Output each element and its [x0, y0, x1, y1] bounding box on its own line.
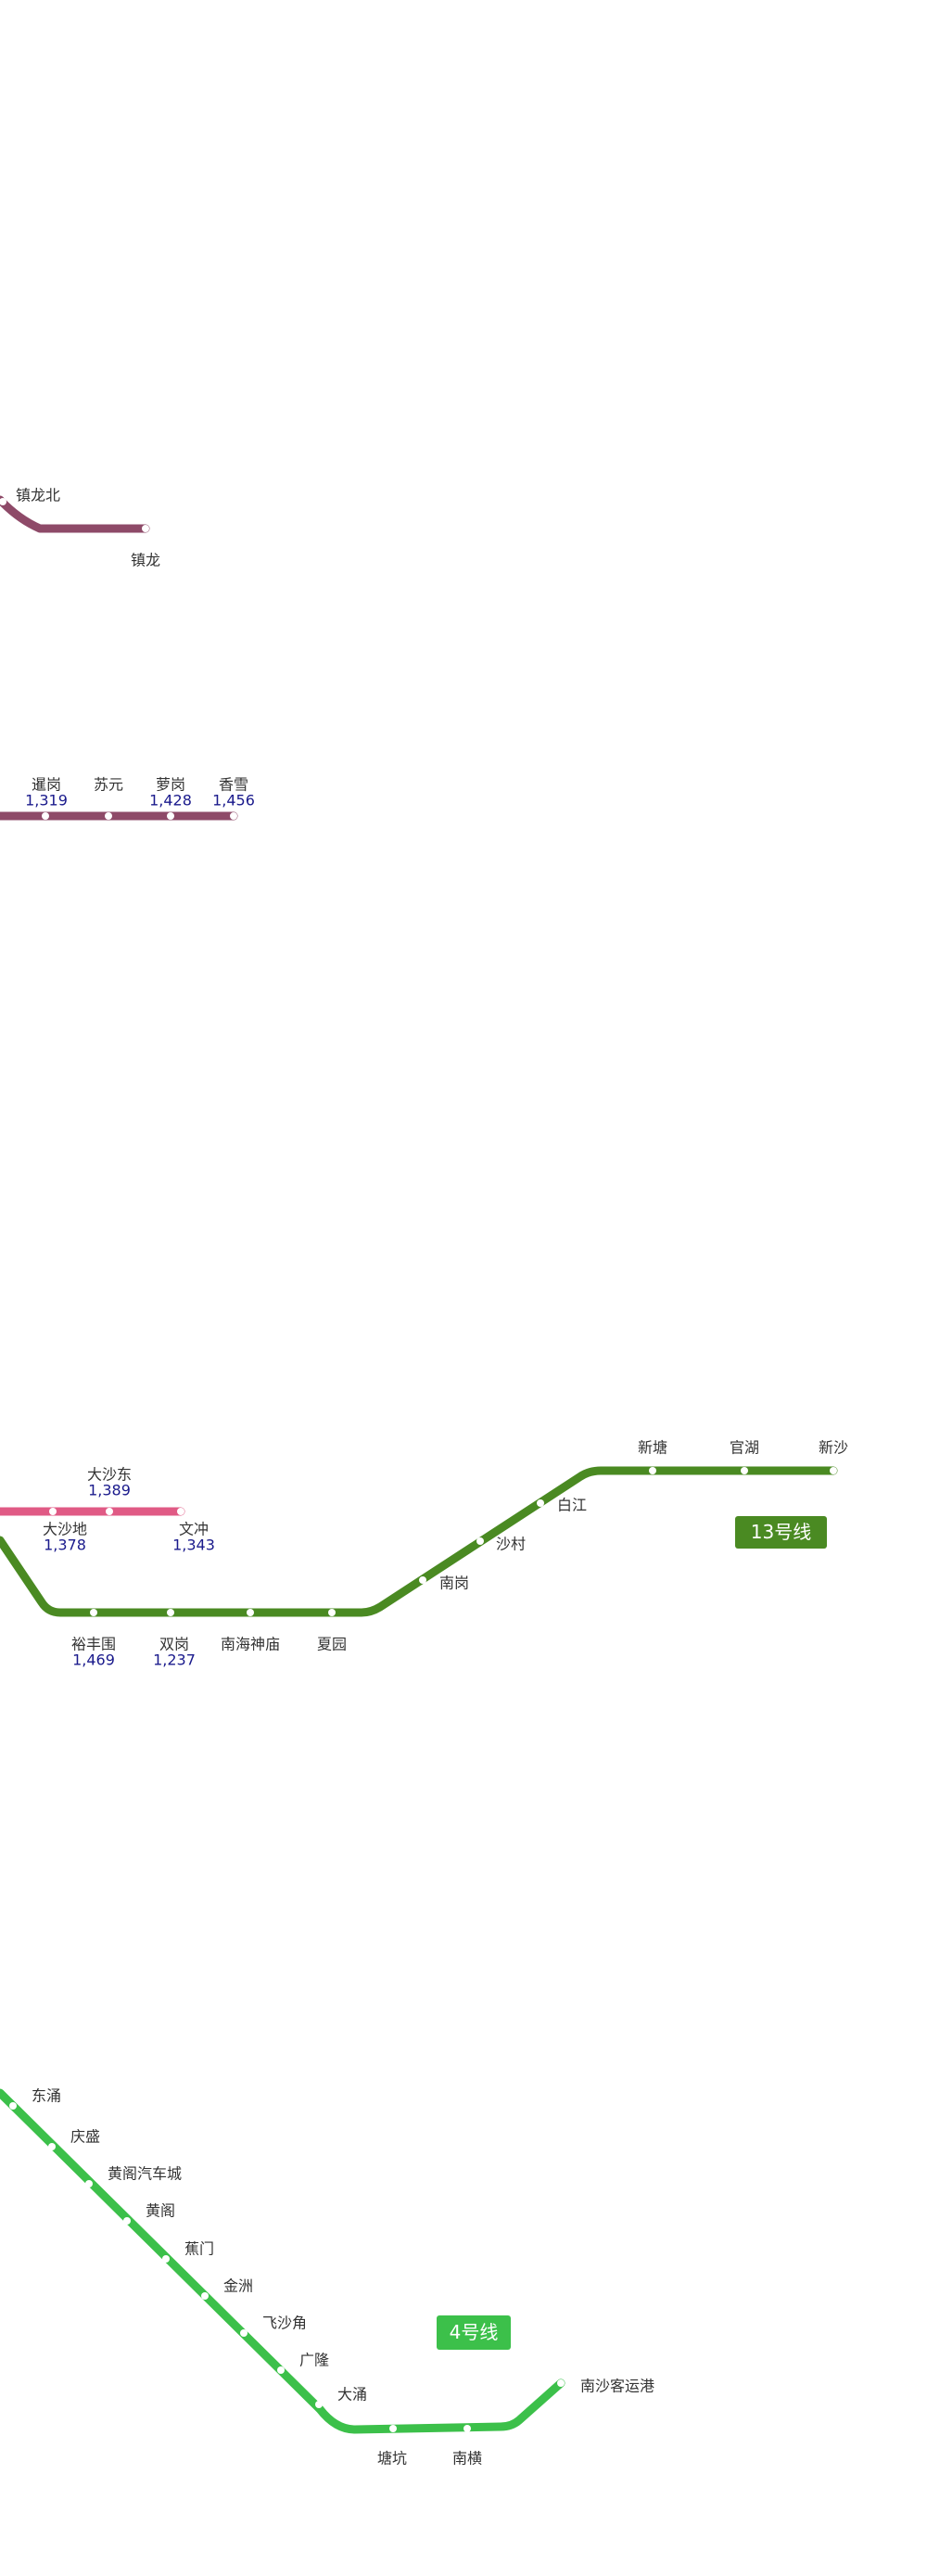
station-count: 1,319	[25, 792, 68, 810]
line-badge-label: 4号线	[450, 2321, 499, 2343]
station-name: 香雪	[219, 776, 248, 794]
station-dot	[557, 2379, 565, 2387]
station-name: 白江	[557, 1497, 587, 1514]
station-count: 1,469	[72, 1651, 115, 1669]
station-name: 南横	[452, 2450, 482, 2468]
station-name: 双岗	[159, 1636, 189, 1653]
station-dot	[649, 1467, 656, 1474]
station-name: 裕丰围	[71, 1636, 116, 1653]
station-name: 东涌	[32, 2087, 61, 2105]
station-name: 塘坑	[377, 2450, 407, 2468]
station-dot	[123, 2217, 131, 2225]
station-dot	[328, 1609, 336, 1616]
station-count: 1,378	[44, 1537, 86, 1554]
station-dot	[537, 1499, 544, 1507]
station-name: 苏元	[94, 776, 123, 794]
line-track	[0, 1466, 838, 1617]
station-dot	[201, 2292, 209, 2300]
station-dot	[230, 812, 237, 820]
station-dot	[167, 1609, 174, 1616]
line-track	[0, 2088, 565, 2434]
station-name: 文冲	[179, 1521, 209, 1538]
station-name: 蕉门	[184, 2240, 214, 2258]
station-count: 1,456	[212, 792, 255, 810]
station-dot	[167, 812, 174, 820]
station-name: 夏园	[317, 1636, 347, 1653]
station-dot	[0, 498, 6, 505]
station-name: 南岗	[439, 1575, 469, 1592]
station-dot	[42, 812, 49, 820]
station-dot	[389, 2425, 397, 2432]
station-name: 黄阁	[146, 2202, 175, 2220]
station-dot	[741, 1467, 748, 1474]
station-count: 1,428	[149, 792, 192, 810]
station-dot	[48, 2143, 56, 2150]
line-badge-label: 13号线	[751, 1521, 811, 1543]
station-dot	[85, 2180, 93, 2187]
station-name: 金洲	[223, 2277, 253, 2295]
station-name: 新塘	[638, 1439, 667, 1457]
station-name: 暹岗	[32, 776, 61, 794]
station-name: 广隆	[299, 2352, 329, 2369]
station-name: 大沙地	[43, 1521, 87, 1538]
station-name: 新沙	[819, 1439, 848, 1457]
station-name: 镇龙北	[16, 487, 60, 504]
station-name: 南海神庙	[221, 1636, 280, 1653]
station-dot	[90, 1609, 97, 1616]
station-name: 官湖	[730, 1439, 759, 1457]
station-dot	[315, 2401, 323, 2408]
station-name: 沙村	[496, 1536, 526, 1553]
station-count: 1,389	[88, 1482, 131, 1499]
station-name: 庆盛	[70, 2128, 100, 2146]
station-name: 大沙东	[87, 1466, 132, 1484]
station-dot	[240, 2329, 248, 2337]
line-badge	[735, 1516, 827, 1549]
station-dot	[830, 1467, 837, 1474]
station-dot	[476, 1537, 484, 1545]
station-dot	[106, 1508, 113, 1515]
station-name: 大涌	[337, 2386, 367, 2404]
station-dot	[277, 2366, 285, 2374]
station-dot	[177, 1508, 184, 1515]
station-name: 南沙客运港	[580, 2378, 654, 2395]
station-count: 1,237	[153, 1651, 196, 1669]
station-dot	[419, 1576, 426, 1584]
station-dot	[49, 1508, 57, 1515]
station-dot	[247, 1609, 254, 1616]
line-badge	[437, 2315, 511, 2350]
station-name: 飞沙角	[262, 2315, 307, 2332]
station-name: 黄阁汽车城	[108, 2165, 182, 2183]
line-track	[0, 495, 150, 533]
station-count: 1,343	[172, 1537, 215, 1554]
station-dot	[142, 525, 149, 532]
station-name: 萝岗	[156, 776, 185, 794]
station-dot	[162, 2255, 170, 2263]
station-dot	[9, 2102, 17, 2110]
station-name: 镇龙	[131, 552, 160, 569]
station-dot	[105, 812, 112, 820]
station-dot	[464, 2425, 471, 2432]
